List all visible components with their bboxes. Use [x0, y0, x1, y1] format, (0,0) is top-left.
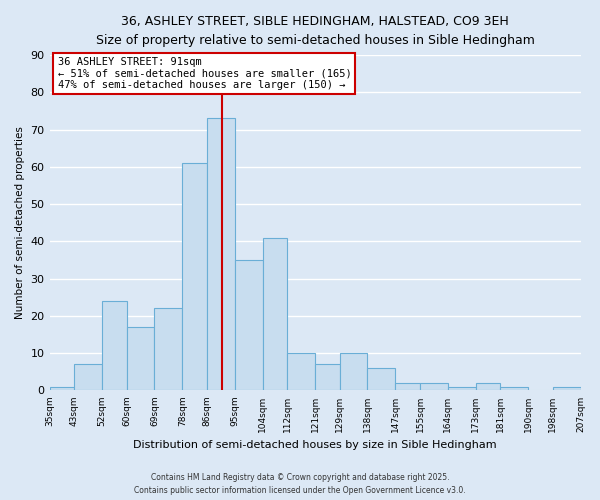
Bar [74, 364, 102, 390]
Bar [235, 260, 263, 390]
Bar [263, 238, 287, 390]
Title: 36, ASHLEY STREET, SIBLE HEDINGHAM, HALSTEAD, CO9 3EH
Size of property relative : 36, ASHLEY STREET, SIBLE HEDINGHAM, HALS… [95, 15, 535, 47]
Text: Contains HM Land Registry data © Crown copyright and database right 2025.
Contai: Contains HM Land Registry data © Crown c… [134, 474, 466, 495]
Bar [315, 364, 340, 390]
Bar [182, 163, 207, 390]
Bar [476, 383, 500, 390]
Bar [500, 386, 528, 390]
Bar [367, 368, 395, 390]
Bar [287, 353, 315, 391]
Y-axis label: Number of semi-detached properties: Number of semi-detached properties [15, 126, 25, 319]
Bar [50, 386, 74, 390]
X-axis label: Distribution of semi-detached houses by size in Sible Hedingham: Distribution of semi-detached houses by … [133, 440, 497, 450]
Bar [448, 386, 476, 390]
Bar [395, 383, 420, 390]
Bar [207, 118, 235, 390]
Bar [102, 301, 127, 390]
Bar [127, 327, 154, 390]
Text: 36 ASHLEY STREET: 91sqm
← 51% of semi-detached houses are smaller (165)
47% of s: 36 ASHLEY STREET: 91sqm ← 51% of semi-de… [58, 57, 351, 90]
Bar [340, 353, 367, 391]
Bar [154, 308, 182, 390]
Bar [420, 383, 448, 390]
Bar [553, 386, 581, 390]
